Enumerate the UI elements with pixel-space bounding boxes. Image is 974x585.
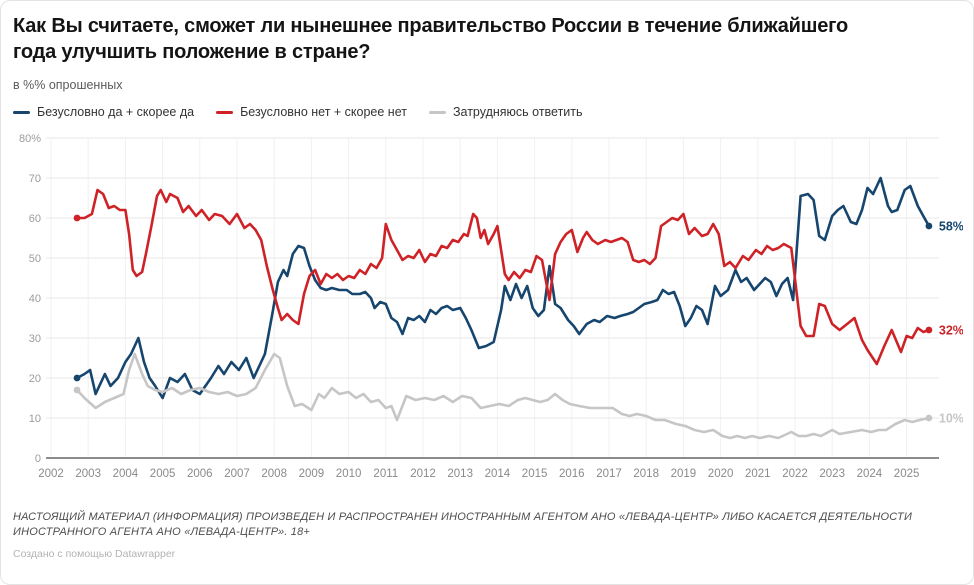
x-axis-tick-label: 2023	[819, 468, 845, 480]
chart-title: Как Вы считаете, сможет ли нынешнее прав…	[13, 15, 849, 63]
series-start-dot-no	[73, 214, 81, 222]
y-axis-tick-label: 40	[29, 293, 41, 305]
x-axis-tick-label: 2015	[522, 468, 548, 480]
legend-label-no: Безусловно нет + скорее нет	[240, 105, 407, 119]
series-line-yes	[75, 176, 931, 400]
x-axis-tick-label: 2021	[745, 468, 771, 480]
series-line-no	[75, 188, 931, 366]
legend-item-undecided: Затрудняюсь ответить	[428, 105, 583, 119]
legend-item-no: Безусловно нет + скорее нет	[216, 105, 407, 119]
legend-swatch-yes-icon	[13, 110, 30, 114]
series-end-dot-undecided	[925, 414, 933, 422]
x-axis-tick-label: 2011	[373, 468, 398, 480]
y-axis-tick-label: 0	[35, 453, 41, 465]
x-axis-tick-label: 2010	[336, 468, 362, 480]
x-axis-tick-label: 2003	[75, 468, 101, 480]
x-axis-tick-label: 2019	[671, 468, 697, 480]
x-axis-tick-label: 2006	[187, 468, 213, 480]
legend-swatch-no-icon	[216, 110, 234, 114]
chart-area: 0 10 20 30 40 50 60 70 80% 2002 2003 2004 2005 2006 20…	[13, 123, 964, 500]
series-start-dot-undecided	[73, 386, 81, 394]
x-axis-tick-label: 2020	[708, 468, 734, 480]
series-end-label-undecided: 10%	[939, 412, 963, 426]
x-axis-tick-label: 2017	[596, 468, 622, 480]
legend: Безусловно да + скорее да Безусловно нет…	[13, 105, 961, 119]
x-axis-tick-label: 2024	[857, 468, 883, 480]
x-axis-tick-label: 2016	[559, 468, 585, 480]
chart-subtitle: в %% опрошенных	[13, 78, 123, 92]
line-chart-svg: 0 10 20 30 40 50 60 70 80% 2002 2003 2004 2005 2006 20…	[19, 133, 964, 480]
series-end-dot-yes	[925, 222, 933, 230]
series-start-dot-yes	[73, 374, 81, 382]
x-axis-tick-label: 2002	[38, 468, 64, 480]
legend-label-yes: Безусловно да + скорее да	[37, 105, 195, 119]
x-axis-tick-label: 2025	[894, 468, 920, 480]
y-axis-tick-label: 20	[29, 373, 41, 385]
x-axis-tick-label: 2014	[485, 468, 511, 480]
legend-item-yes: Безусловно да + скорее да	[13, 105, 194, 119]
y-axis-tick-label: 70	[29, 173, 41, 185]
series-end-label-no: 32%	[939, 324, 963, 338]
foreign-agent-disclaimer: НАСТОЯЩИЙ МАТЕРИАЛ (ИНФОРМАЦИЯ) ПРОИЗВЕД…	[13, 511, 913, 539]
series-end-label-yes: 58%	[939, 220, 963, 234]
series-line-undecided	[75, 352, 931, 440]
x-axis-tick-label: 2018	[633, 468, 659, 480]
x-axis-tick-label: 2005	[150, 468, 176, 480]
x-axis-tick-label: 2022	[782, 468, 808, 480]
legend-swatch-undecided-icon	[428, 110, 446, 114]
legend-label-undecided: Затрудняюсь ответить	[452, 105, 583, 119]
x-axis-tick-label: 2007	[224, 468, 250, 480]
datawrapper-credit-link[interactable]: Создано с помощью Datawrapper	[13, 547, 176, 560]
x-axis-tick-label: 2004	[113, 468, 139, 480]
series-end-dot-no	[925, 326, 933, 334]
y-axis-tick-label: 60	[29, 213, 41, 225]
x-axis-tick-label: 2012	[410, 468, 436, 480]
y-axis-tick-label: 50	[29, 253, 41, 265]
y-axis-tick-label: 30	[29, 333, 41, 345]
x-axis-tick-label: 2009	[299, 468, 325, 480]
y-axis-tick-label: 80%	[19, 133, 41, 145]
x-axis-tick-label: 2013	[447, 468, 473, 480]
x-axis-tick-label: 2008	[261, 468, 287, 480]
y-axis-tick-label: 10	[29, 413, 41, 425]
